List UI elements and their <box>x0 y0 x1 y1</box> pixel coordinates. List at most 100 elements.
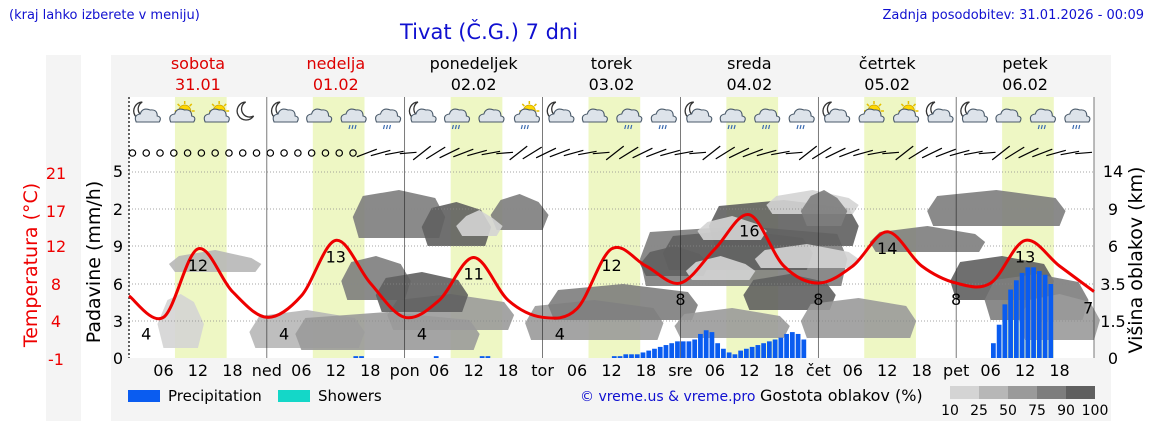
wind-barb-17 <box>356 148 378 158</box>
cloud-cover-layer <box>157 190 1100 350</box>
wind-calm-9 <box>252 149 261 157</box>
legend-label-showers: Showers <box>318 387 382 405</box>
wind-barb-47 <box>771 150 790 156</box>
x-tick-19: čet <box>806 361 831 380</box>
day-date-2: 02.02 <box>451 75 497 94</box>
weather-symbol-14 <box>616 108 643 130</box>
weather-symbol-22 <box>893 101 920 123</box>
x-tick-12: 06 <box>567 361 587 380</box>
wind-calm-1 <box>142 149 151 157</box>
cloud-height-tick-3: 3.5 <box>1100 275 1125 294</box>
precip-bar-9 <box>634 354 640 358</box>
cloud-icon <box>340 108 367 123</box>
x-tick-20: 06 <box>843 361 863 380</box>
weather-symbol-6 <box>340 108 367 130</box>
temperature-label-10: 8 <box>813 290 823 309</box>
temp-tick-0: 21 <box>46 164 66 183</box>
rain-drop <box>796 124 799 130</box>
temperature-label-2: 4 <box>279 324 289 343</box>
precip-bar-37 <box>795 333 801 358</box>
temperature-label-7: 12 <box>601 256 621 275</box>
cloud-icon <box>272 108 299 123</box>
precip-bar-11 <box>646 350 652 358</box>
temperature-labels: 4 12 4 13 4 11 4 12 8 16 8 14 8 13 7 <box>141 222 1093 344</box>
rain-drop <box>624 124 627 130</box>
temperature-label-9: 16 <box>739 222 759 241</box>
precip-bar-38 <box>801 339 807 358</box>
wind-barb-24 <box>453 148 474 158</box>
weather-symbols <box>133 101 1091 130</box>
cloud-density-value-3: 75 <box>1028 403 1046 419</box>
wind-barb-46 <box>756 149 777 157</box>
wind-barb-42 <box>702 145 721 161</box>
temperature-label-1: 12 <box>188 256 208 275</box>
cloud-density-swatch-4 <box>1066 386 1095 399</box>
weather-symbol-27 <box>1064 108 1091 130</box>
day-name-1: nedelja <box>306 54 365 73</box>
temperature-label-3: 13 <box>326 247 346 266</box>
weather-symbol-7 <box>375 108 402 130</box>
rain-drop <box>523 124 526 130</box>
precip-bar-13 <box>657 346 663 358</box>
wind-barb-63 <box>991 145 1011 161</box>
precip-bar-28 <box>744 348 749 358</box>
cloud-icon <box>995 108 1022 123</box>
cloud-icon <box>893 108 920 123</box>
wind-barb-45 <box>742 148 764 158</box>
weather-symbol-21 <box>858 101 885 123</box>
cloud-density-swatch-2 <box>1008 386 1037 399</box>
wind-barb-35 <box>605 145 625 161</box>
weather-symbol-17 <box>719 108 746 130</box>
legend-label-precipitation: Precipitation <box>168 387 262 405</box>
weather-symbol-11 <box>513 101 541 130</box>
cloud-patch-25 <box>800 190 848 226</box>
x-tick-21: 12 <box>877 361 897 380</box>
rain-drop <box>730 124 733 130</box>
weather-symbol-25 <box>995 108 1022 123</box>
wind-barb-50 <box>811 146 832 160</box>
rain-drop <box>627 124 630 130</box>
cloud-height-tick-1: 9 <box>1108 200 1118 219</box>
rain-drop <box>526 124 529 130</box>
x-tick-11: tor <box>531 361 554 380</box>
cloud-density-swatch-0 <box>950 386 979 399</box>
cloud-density-value-4: 90 <box>1057 403 1075 419</box>
precip-bar-7 <box>623 354 629 358</box>
cloud-icon <box>548 108 575 123</box>
x-tick-2: 18 <box>222 361 242 380</box>
temp-tick-2: 12 <box>46 237 66 256</box>
weather-symbol-19 <box>788 108 815 130</box>
x-tick-6: 18 <box>360 361 380 380</box>
sun-ray <box>211 103 215 107</box>
precip-bar-0 <box>353 356 359 358</box>
cloud-icon <box>169 108 196 123</box>
weather-symbol-13 <box>581 108 608 123</box>
x-tick-26: 18 <box>1049 361 1069 380</box>
temperature-label-0: 4 <box>141 324 151 343</box>
cloud-icon <box>1064 108 1091 123</box>
day-name-3: torek <box>591 54 633 73</box>
cloud-icon <box>478 108 505 123</box>
cloud-patch-4 <box>352 190 446 238</box>
rain-drop <box>762 124 765 130</box>
cloud-density-value-1: 25 <box>970 403 988 419</box>
precip-tick-0: 5 <box>113 162 123 181</box>
day-labels: sobota 31.01 nedelja 01.02 ponedeljek 02.02 to… <box>171 54 1049 94</box>
precip-bar-2 <box>433 356 439 358</box>
wind-barb-29 <box>522 146 543 160</box>
weather-symbol-5 <box>306 108 333 123</box>
x-tick-5: 12 <box>326 361 346 380</box>
rain-drop <box>664 124 667 130</box>
cloud-icon <box>616 108 643 123</box>
rain-drop <box>457 124 460 130</box>
day-date-6: 06.02 <box>1002 75 1048 94</box>
x-tick-15: sre <box>668 361 692 380</box>
moon-icon <box>236 101 255 121</box>
sun-ray <box>189 103 193 107</box>
wind-calm-7 <box>225 149 233 157</box>
cloud-icon <box>686 108 713 123</box>
wind-calm-2 <box>156 149 164 157</box>
wind-barb-68 <box>1060 150 1080 156</box>
